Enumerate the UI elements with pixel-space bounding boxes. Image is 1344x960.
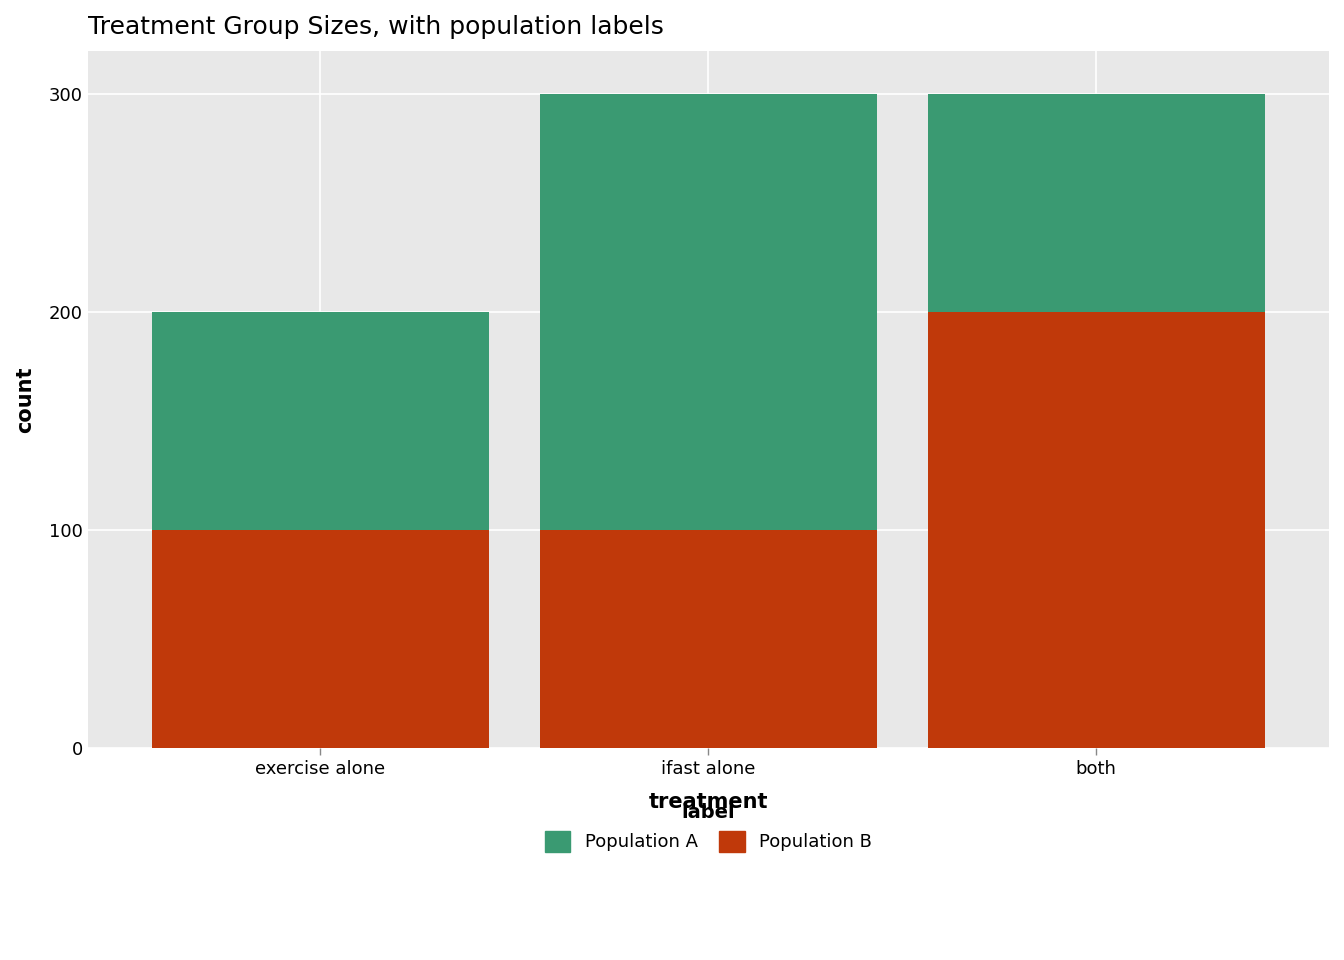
Bar (540, 94, 878, 530)
Y-axis label: count: count (15, 366, 35, 433)
Bar (927, 94, 1265, 312)
Bar (927, 312, 1265, 748)
Bar (152, 530, 489, 748)
Bar (152, 312, 489, 530)
Legend: Population A, Population B: Population A, Population B (536, 794, 880, 861)
Bar (540, 530, 878, 748)
Text: Treatment Group Sizes, with population labels: Treatment Group Sizes, with population l… (87, 15, 664, 39)
X-axis label: treatment: treatment (649, 792, 769, 811)
